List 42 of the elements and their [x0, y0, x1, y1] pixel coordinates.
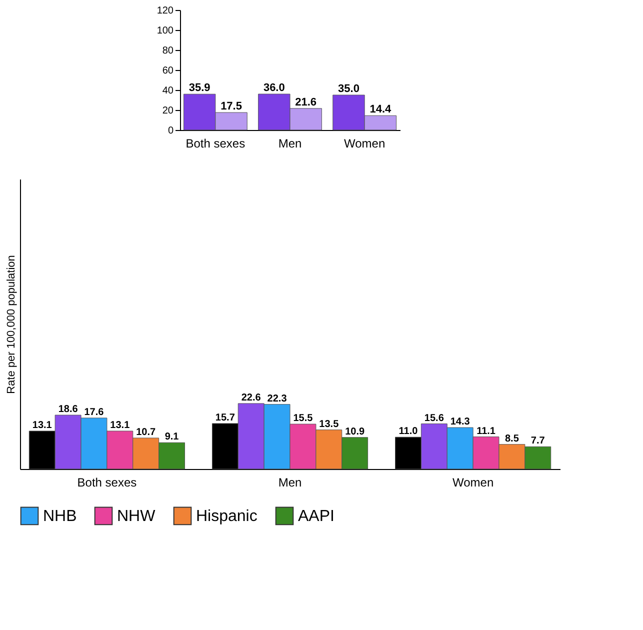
- data-label: 17.6: [84, 406, 104, 418]
- legend-label: Hispanic: [196, 508, 258, 525]
- data-label: 8.5: [504, 433, 520, 444]
- data-label: 13.1: [32, 420, 52, 432]
- x-tick-label: Women: [452, 476, 494, 490]
- data-label: 36.0: [263, 82, 285, 94]
- data-label: 10.9: [345, 426, 365, 438]
- data-label: 10.7: [136, 426, 156, 438]
- data-label: 15.5: [293, 413, 314, 424]
- data-label: 35.0: [338, 83, 360, 95]
- x-tick-label: Both sexes: [77, 476, 137, 490]
- data-label: 21.6: [295, 96, 317, 108]
- data-label: 13.1: [110, 420, 130, 432]
- data-label: 9.1: [164, 432, 180, 443]
- x-tick-label: Both sexes: [186, 136, 246, 150]
- data-label: 11.1: [476, 426, 496, 437]
- data-label: 11.0: [398, 426, 418, 438]
- y-tick-label: 100: [156, 26, 174, 36]
- legend-label: AAPI: [298, 508, 334, 525]
- data-label: 15.6: [424, 412, 444, 424]
- data-label: 13.5: [319, 418, 340, 430]
- y-tick-label: 40: [162, 86, 174, 96]
- data-label: 22.6: [241, 392, 262, 404]
- data-label: 14.3: [450, 416, 470, 428]
- data-label: 22.3: [267, 393, 288, 404]
- data-label: 15.7: [215, 412, 236, 424]
- y-tick-label: 120: [156, 6, 174, 16]
- data-label: 17.5: [220, 100, 242, 112]
- x-tick-label: Men: [278, 476, 302, 490]
- y-axis-title: Rate per 100,000 population: [6, 255, 18, 394]
- x-tick-label: Men: [278, 136, 302, 150]
- legend-label: NHW: [117, 508, 156, 525]
- x-tick-label: Women: [344, 136, 386, 150]
- data-label: 14.4: [370, 104, 392, 116]
- y-tick-label: 60: [162, 66, 174, 76]
- data-label: 35.9: [188, 82, 210, 94]
- y-tick-label: 20: [162, 106, 174, 116]
- data-label: 7.7: [530, 436, 546, 447]
- data-label: 18.6: [58, 404, 78, 416]
- y-tick-label: 80: [162, 46, 174, 56]
- y-tick-label: 0: [168, 126, 174, 136]
- legend-label: NHB: [43, 508, 77, 525]
